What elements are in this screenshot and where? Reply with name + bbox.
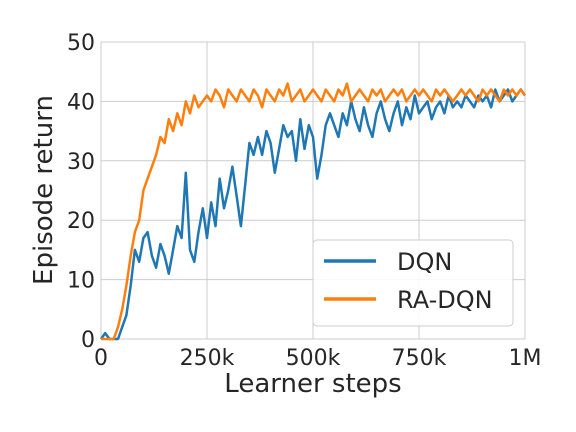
x-tick-label: 0 — [94, 346, 108, 371]
series-layer — [99, 82, 527, 341]
series-line-dqn — [99, 88, 527, 341]
x-tick-label: 500k — [286, 346, 341, 371]
y-tick-label: 40 — [67, 90, 95, 115]
y-tick-label: 50 — [67, 31, 95, 56]
y-axis-title: Episode return — [29, 95, 59, 285]
x-tick-label: 1M — [509, 346, 542, 371]
y-tick-label: 20 — [67, 209, 95, 234]
legend-label-dqn: DQN — [397, 248, 452, 276]
tick-labels: 0 10 20 30 40 50 0 250k 500k 750k 1M — [67, 31, 541, 371]
legend: DQN RA-DQN — [312, 239, 514, 327]
x-tick-label: 750k — [392, 346, 447, 371]
x-tick-label: 250k — [180, 346, 235, 371]
y-tick-label: 30 — [67, 150, 95, 175]
x-axis-title: Learner steps — [224, 369, 401, 399]
series-line-ra-dqn — [101, 82, 527, 341]
legend-label-ra-dqn: RA-DQN — [397, 286, 493, 314]
y-tick-label: 10 — [67, 269, 95, 294]
y-tick-label: 0 — [81, 328, 95, 353]
